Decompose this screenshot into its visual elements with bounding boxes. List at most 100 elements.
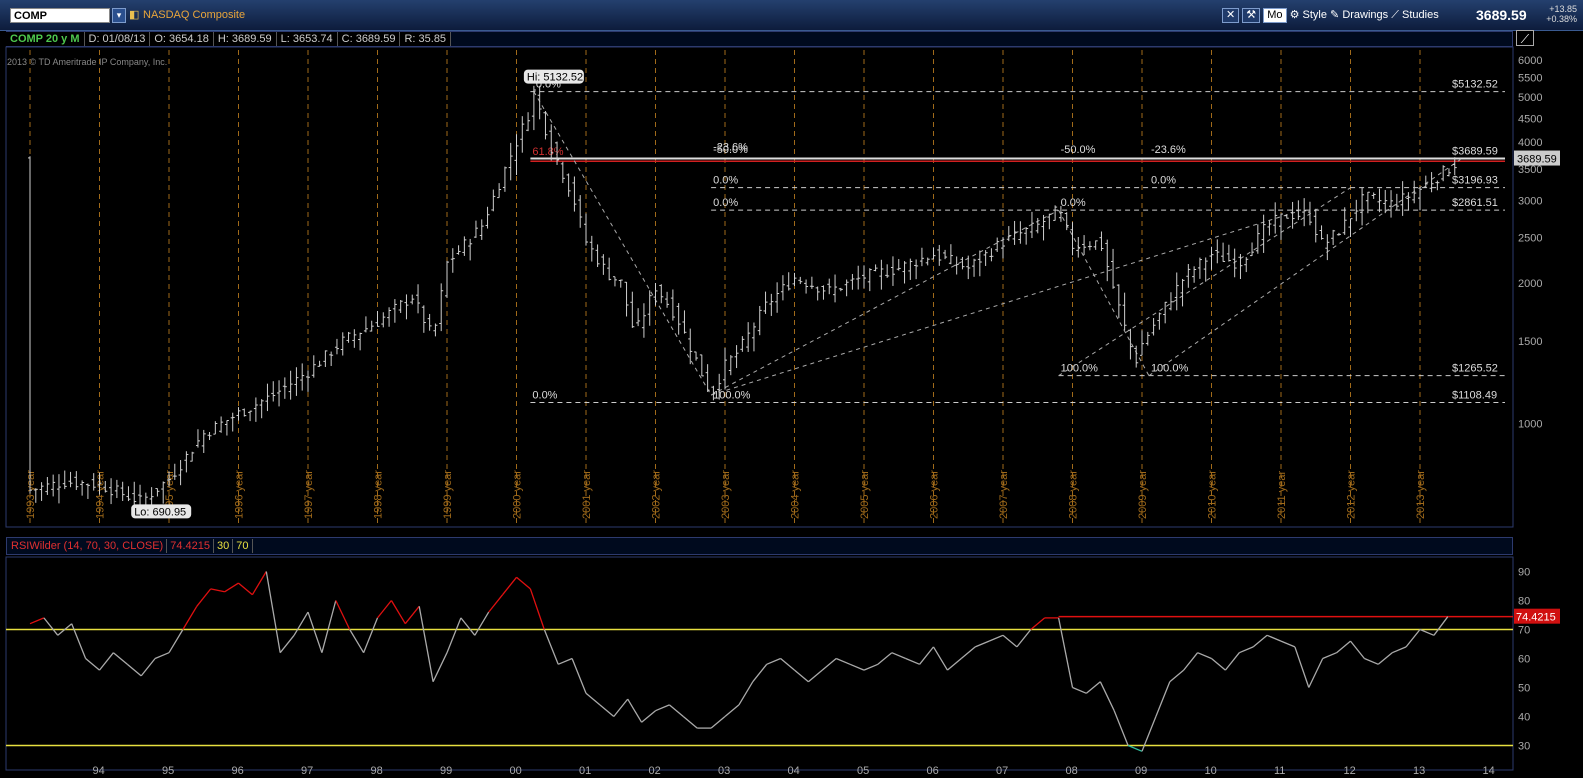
rsi-segment [168,629,184,654]
rsi-segment [543,629,559,665]
rsi-x-tick: 07 [996,765,1008,777]
rsi-segment [1197,652,1212,660]
rsi-segment [571,658,587,694]
rsi-x-tick: 98 [371,765,383,777]
rsi-segment [585,692,601,706]
crosshair-icon[interactable]: ✕ [1222,8,1240,23]
rsi-segment [390,600,406,625]
rsi-segment [1252,634,1268,648]
trend-line [710,209,1059,396]
extreme-bubble [523,69,584,84]
copyright-text: 2013 © TD Ameritrade IP Company, Inc. [7,57,168,67]
rsi-segment [488,594,504,613]
extreme-bubble [131,504,192,519]
year-label: 2001 year [581,470,593,519]
rsi-segment [919,646,935,665]
year-label: 1994 year [95,470,107,519]
rsi-segment [682,716,698,729]
rsi-segment [1141,716,1157,752]
current-price-tag-bg [1514,150,1560,166]
open-value: O: 3654.18 [150,32,214,46]
wrench-icon[interactable]: ⚒ [1242,8,1261,23]
rsi-segment [946,658,962,671]
rsi-segment [446,617,462,653]
rsi-segment [1099,681,1115,711]
price-axis-tick: 2000 [1518,278,1542,290]
rsi-x-tick: 03 [718,765,730,777]
rsi-segment [1322,652,1337,660]
fib-percent-label: -50.0% [713,144,748,156]
rsi-segment [182,605,198,630]
studies-icon[interactable]: ⟋ [1391,9,1399,21]
rsi-segment [1169,669,1185,683]
rsi-segment [502,576,518,596]
rsi-segment [460,617,476,636]
fib-percent-label: 0.0% [713,175,738,187]
flag-icon[interactable]: ◧ [129,9,140,21]
trend-line [710,211,1296,396]
rsi-segment [362,617,379,653]
rsi-axis-tick: 60 [1518,654,1530,666]
rsi-segment [710,716,726,729]
rsi-x-tick: 95 [162,765,174,777]
symbol-dropdown-button[interactable]: ▾ [112,8,126,23]
mode-button[interactable]: Mo [1263,8,1287,23]
drawings-button[interactable]: Drawings [1342,9,1389,21]
rsi-segment [1183,652,1199,671]
rsi-segment [752,663,768,683]
rsi-x-tick: 11 [1274,765,1285,777]
fib-percent-label: 0.0% [1061,197,1086,209]
rsi-segment [154,652,170,660]
rsi-axis-tick: 40 [1518,712,1530,724]
rsi-segment [126,663,142,677]
studies-button[interactable]: Studies [1402,9,1439,21]
rsi-segment [891,652,906,660]
rsi-segment [418,606,434,682]
rsi-x-tick: 04 [788,765,800,777]
drawings-icon[interactable]: ✎ [1330,9,1340,21]
rsi-segment [1030,617,1046,630]
rsi-x-tick: 99 [440,765,452,777]
close-value: C: 3689.59 [337,32,401,46]
price-axis-tick: 3500 [1518,164,1542,176]
rsi-segment [1155,681,1171,717]
symbol-input[interactable]: COMP [10,8,110,23]
change-value: +13.85 [1549,4,1577,14]
rsi-segment [1364,657,1379,665]
rsi-segment [974,640,990,648]
rsi-segment [724,704,740,717]
rsi-panel-border [5,556,1514,771]
year-label: 1993 year [25,470,37,519]
fib-level-label: $2861.51 [1452,197,1498,209]
style-icon[interactable]: ⚙ [1289,9,1300,21]
rsi-segment [863,663,879,671]
price-axis-tick: 1000 [1518,418,1542,430]
fib-level-label: $5132.52 [1452,79,1498,91]
rsi-value-tag: 74.4215 [1516,612,1556,624]
rsi-x-tick: 97 [301,765,313,777]
rsi-segment [529,588,545,630]
rsi-axis-tick: 30 [1518,741,1530,753]
rsi-segment [1280,640,1296,648]
rsi-segment [932,646,948,671]
fib-percent-label: -23.6% [1151,144,1186,156]
price-panel-border [5,46,1514,528]
year-label: 1996 year [234,470,246,519]
low-value: L: 3653.74 [276,32,338,46]
rsi-segment [1336,640,1351,654]
rsi-label[interactable]: RSIWilder (14, 70, 30, CLOSE) [8,539,168,553]
rsi-segment [1405,629,1421,648]
trend-line [1148,158,1462,377]
chart-label[interactable]: COMP 20 y M [6,32,85,46]
rsi-segment [1211,658,1226,671]
rsi-segment [210,588,225,593]
draw-tool-icon[interactable]: ⟋ [1516,30,1534,46]
rsi-segment [112,652,128,665]
rsi-segment [780,658,795,671]
rsi-x-tick: 08 [1066,765,1078,777]
rsi-segment [599,704,615,717]
rsi-segment [905,657,920,665]
style-button[interactable]: Style [1302,9,1327,21]
rsi-segment [98,652,114,671]
